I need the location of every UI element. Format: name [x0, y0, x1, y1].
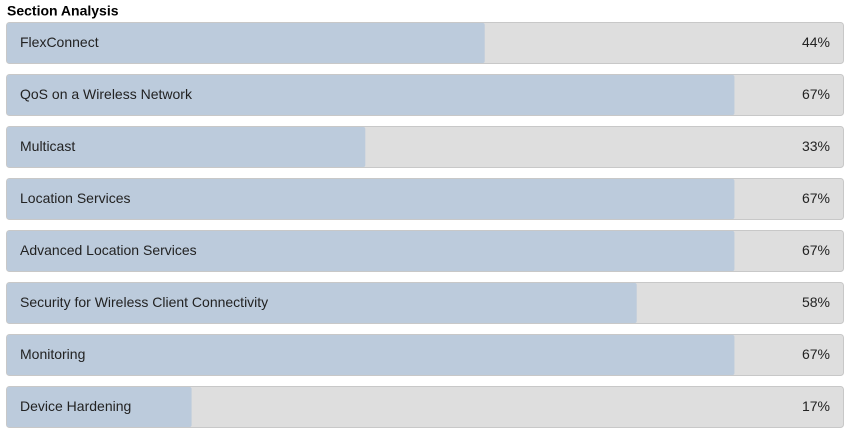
bar-label: Security for Wireless Client Connectivit…	[20, 294, 268, 310]
bar-label: FlexConnect	[20, 34, 99, 50]
bar	[7, 335, 735, 375]
bar	[7, 283, 637, 323]
value-label: 67%	[802, 190, 830, 206]
value-label: 44%	[802, 34, 830, 50]
bar	[7, 231, 735, 271]
bar-label: Advanced Location Services	[20, 242, 197, 258]
bar-track	[6, 386, 844, 428]
bar-label: Device Hardening	[20, 398, 131, 414]
value-label: 67%	[802, 346, 830, 362]
bar	[7, 179, 735, 219]
value-label: 58%	[802, 294, 830, 310]
bar	[7, 75, 735, 115]
bar	[7, 23, 485, 63]
bar-label: Monitoring	[20, 346, 85, 362]
bar	[7, 387, 192, 427]
chart-title: Section Analysis	[7, 3, 119, 19]
bar-label: QoS on a Wireless Network	[20, 86, 193, 102]
bar-label: Multicast	[20, 138, 75, 154]
value-label: 33%	[802, 138, 830, 154]
value-label: 67%	[802, 242, 830, 258]
bar	[7, 127, 366, 167]
value-label: 17%	[802, 398, 830, 414]
bar-label: Location Services	[20, 190, 131, 206]
value-label: 67%	[802, 86, 830, 102]
